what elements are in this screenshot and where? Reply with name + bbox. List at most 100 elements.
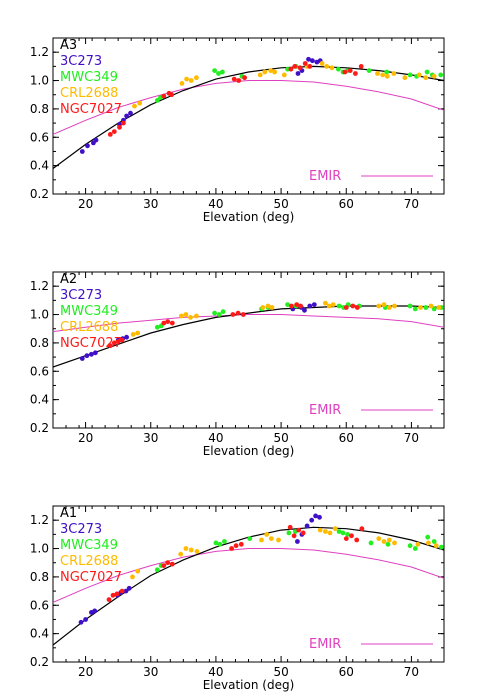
legend-entry-3c273: 3C273 — [60, 288, 102, 303]
data-point-crl2688 — [327, 530, 333, 536]
series-ngc7027 — [107, 61, 364, 137]
data-point-crl2688 — [380, 72, 386, 78]
data-point-crl2688 — [423, 75, 429, 81]
data-point-crl2688 — [392, 303, 397, 309]
x-tick-label: 70 — [404, 665, 419, 679]
data-point-crl2688 — [428, 303, 434, 309]
panel-a1: 0.2 0.4 0.6 0.8 1.0 1.2 20 30 40 50 60 70 Elevation … — [30, 505, 445, 692]
data-point-ngc7027 — [106, 597, 112, 602]
data-point-crl2688 — [426, 540, 431, 546]
data-point-3c273 — [126, 585, 132, 591]
data-point-crl2688 — [265, 303, 271, 309]
data-point-crl2688 — [260, 305, 266, 310]
data-point-3c273 — [128, 110, 133, 116]
data-point-3c273 — [124, 113, 129, 119]
data-point-3c273 — [309, 517, 315, 523]
data-point-crl2688 — [391, 71, 397, 76]
data-point-crl2688 — [194, 313, 199, 319]
data-point-crl2688 — [184, 76, 190, 82]
data-point-3c273 — [79, 356, 85, 361]
data-point-ngc7027 — [342, 69, 348, 75]
data-point-mwc349 — [247, 536, 253, 541]
data-point-mwc349 — [407, 72, 413, 78]
data-point-crl2688 — [392, 540, 397, 546]
data-point-crl2688 — [418, 305, 423, 310]
legend-entry-emir: EMIR — [309, 403, 341, 418]
y-tick-label: 0.8 — [30, 102, 49, 116]
data-point-crl2688 — [276, 537, 281, 543]
data-point-ngc7027 — [238, 541, 244, 547]
data-point-crl2688 — [375, 71, 380, 76]
data-point-3c273 — [85, 143, 90, 149]
data-point-mwc349 — [345, 532, 350, 537]
x-tick-label: 40 — [208, 665, 223, 679]
panel-label: A1 — [60, 506, 77, 521]
data-point-crl2688 — [332, 526, 338, 532]
panel-label: A2 — [60, 272, 77, 287]
y-tick-label: 0.4 — [30, 393, 49, 407]
data-point-ngc7027 — [300, 530, 306, 536]
data-point-ngc7027 — [297, 65, 303, 71]
emir-reference-curve — [53, 314, 444, 333]
x-tick-label: 60 — [339, 431, 354, 445]
x-tick-label: 20 — [78, 431, 93, 445]
data-point-3c273 — [302, 307, 307, 313]
data-point-ngc7027 — [343, 305, 349, 310]
data-point-ngc7027 — [233, 543, 239, 549]
data-point-mwc349 — [336, 529, 342, 534]
data-point-3c273 — [317, 514, 322, 520]
data-point-mwc349 — [438, 72, 444, 78]
data-point-ngc7027 — [119, 588, 125, 594]
data-point-ngc7027 — [307, 64, 313, 69]
x-tick-label: 60 — [339, 665, 354, 679]
data-point-ngc7027 — [169, 561, 175, 567]
data-point-crl2688 — [381, 302, 387, 307]
data-point-crl2688 — [384, 73, 390, 79]
data-point-ngc7027 — [169, 92, 175, 98]
curves — [53, 56, 444, 169]
y-tick-label: 0.2 — [30, 187, 49, 201]
data-point-ngc7027 — [242, 75, 248, 81]
data-point-crl2688 — [259, 537, 264, 543]
legend-entry-emir: EMIR — [309, 637, 341, 652]
x-tick-label: 70 — [404, 197, 419, 211]
data-point-crl2688 — [402, 75, 408, 81]
x-axis-label: Elevation (deg) — [203, 678, 295, 692]
data-point-3c273 — [92, 608, 98, 614]
data-point-crl2688 — [268, 68, 274, 73]
legend-entry-emir: EMIR — [309, 169, 341, 184]
data-point-ngc7027 — [231, 76, 237, 82]
data-point-crl2688 — [183, 546, 189, 551]
data-point-ngc7027 — [110, 592, 116, 598]
data-point-ngc7027 — [354, 537, 360, 543]
x-axis-label: Elevation (deg) — [203, 444, 295, 458]
data-point-3c273 — [84, 353, 90, 359]
y-tick-label: 1.0 — [30, 308, 49, 322]
data-point-crl2688 — [433, 543, 439, 549]
y-tick-label: 0.6 — [30, 130, 49, 144]
x-tick-label: 50 — [273, 197, 288, 211]
data-point-3c273 — [313, 513, 318, 519]
data-point-ngc7027 — [298, 303, 303, 309]
x-tick-label: 30 — [143, 431, 158, 445]
data-point-mwc349 — [368, 540, 374, 546]
data-point-3c273 — [83, 617, 88, 622]
data-point-mwc349 — [285, 66, 290, 72]
data-point-mwc349 — [220, 309, 226, 315]
data-point-crl2688 — [436, 305, 442, 310]
data-point-crl2688 — [130, 574, 135, 580]
data-point-ngc7027 — [107, 132, 113, 137]
data-point-crl2688 — [329, 65, 335, 71]
data-point-mwc349 — [154, 98, 160, 103]
data-point-crl2688 — [317, 527, 323, 533]
data-point-ngc7027 — [294, 302, 300, 307]
data-point-crl2688 — [323, 529, 328, 534]
data-point-mwc349 — [439, 544, 444, 550]
data-point-ngc7027 — [353, 71, 358, 76]
y-tick-label: 0.2 — [30, 655, 49, 669]
curves — [53, 300, 444, 368]
data-point-mwc349 — [407, 303, 413, 309]
data-point-ngc7027 — [115, 339, 121, 344]
data-point-3c273 — [93, 350, 98, 356]
data-point-crl2688 — [281, 72, 287, 78]
